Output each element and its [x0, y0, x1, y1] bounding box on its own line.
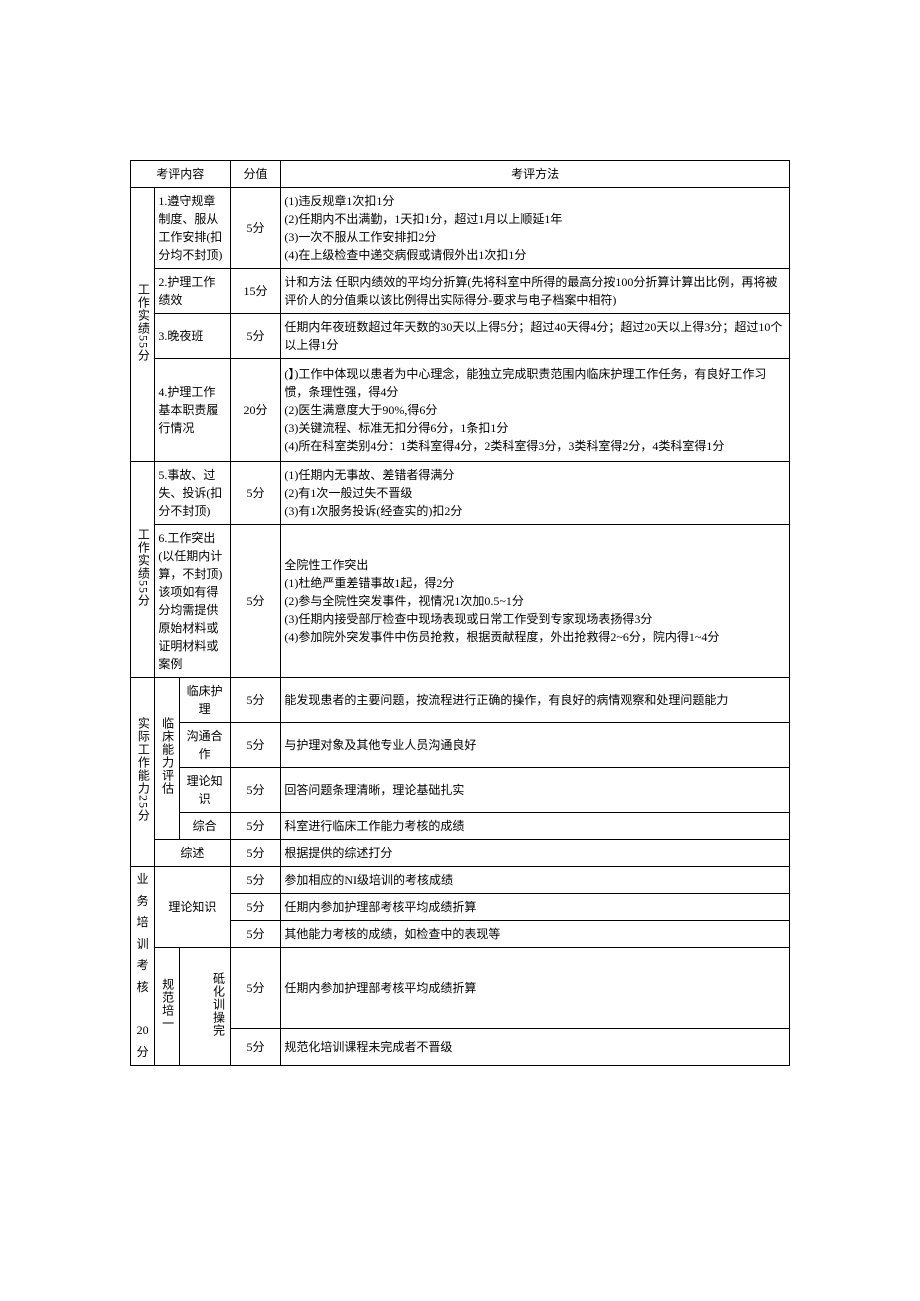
header-content: 考评内容	[131, 161, 231, 188]
row-subcontent: 沟通合作	[179, 723, 230, 768]
subcategory-standard-training-a: 规范培一	[155, 948, 179, 1066]
table-row: 6.工作突出(以任期内计算，不封顶)该项如有得分均需提供原始材料或证明材料或案例…	[131, 525, 790, 678]
category-work-55-a: 工作实绩55分	[131, 188, 155, 462]
row-score: 5分	[230, 768, 281, 813]
row-method: 任期内年夜班数超过年天数的30天以上得5分；超过40天得4分；超过20天以上得3…	[281, 314, 790, 359]
table-row: 工作实绩55分 5.事故、过失、投诉(扣分不封顶) 5分 (1)任期内无事故、差…	[131, 462, 790, 525]
row-score: 5分	[230, 723, 281, 768]
row-method: 与护理对象及其他专业人员沟通良好	[281, 723, 790, 768]
row-score: 15分	[230, 269, 281, 314]
subcategory-standard-training-b: 砥化训操完	[179, 948, 230, 1066]
row-content: 2.护理工作绩效	[155, 269, 230, 314]
row-method: 科室进行临床工作能力考核的成绩	[281, 813, 790, 840]
category-training-20: 业务培训考核 20分	[131, 867, 155, 1066]
category-work-55-b: 工作实绩55分	[131, 462, 155, 678]
row-score: 5分	[230, 840, 281, 867]
row-score: 20分	[230, 359, 281, 462]
row-score: 5分	[230, 188, 281, 269]
row-method: 根据提供的综述打分	[281, 840, 790, 867]
row-score: 5分	[230, 678, 281, 723]
table-row: 工作实绩55分 1.遵守规章制度、服从工作安排(扣分均不封顶) 5分 (1)违反…	[131, 188, 790, 269]
table-row: 实际工作能力25分 临床能力评估 临床护理 5分 能发现患者的主要问题，按流程进…	[131, 678, 790, 723]
row-method: 全院性工作突出 (1)杜绝严重差错事故1起，得2分 (2)参与全院性突发事件，视…	[281, 525, 790, 678]
row-method: 任期内参加护理部考核平均成绩折算	[281, 948, 790, 1029]
row-score: 5分	[230, 525, 281, 678]
row-subcontent: 综述	[155, 840, 230, 867]
row-subcontent: 临床护理	[179, 678, 230, 723]
row-content: 3.晚夜班	[155, 314, 230, 359]
row-method: 回答问题条理清晰，理论基础扎实	[281, 768, 790, 813]
row-content: 5.事故、过失、投诉(扣分不封顶)	[155, 462, 230, 525]
table-row: 5分 规范化培训课程未完成者不晋级	[131, 1028, 790, 1066]
evaluation-table: 考评内容 分值 考评方法 工作实绩55分 1.遵守规章制度、服从工作安排(扣分均…	[130, 160, 790, 1066]
table-row: 5分 其他能力考核的成绩，如检查中的表现等	[131, 921, 790, 948]
table-header-row: 考评内容 分值 考评方法	[131, 161, 790, 188]
row-method: 规范化培训课程未完成者不晋级	[281, 1028, 790, 1066]
header-score: 分值	[230, 161, 281, 188]
table-row: 2.护理工作绩效 15分 计和方法 任职内绩效的平均分折算(先将科室中所得的最高…	[131, 269, 790, 314]
row-subcontent: 理论知识	[179, 768, 230, 813]
table-row: 规范培一 砥化训操完 5分 任期内参加护理部考核平均成绩折算	[131, 948, 790, 1029]
row-method: 计和方法 任职内绩效的平均分折算(先将科室中所得的最高分按100分折算计算出比例…	[281, 269, 790, 314]
row-method: (1)任期内无事故、差错者得满分 (2)有1次一般过失不晋级 (3)有1次服务投…	[281, 462, 790, 525]
table-row: 3.晚夜班 5分 任期内年夜班数超过年天数的30天以上得5分；超过40天得4分；…	[131, 314, 790, 359]
row-score: 5分	[230, 462, 281, 525]
category-ability-25: 实际工作能力25分	[131, 678, 155, 867]
table-row: 沟通合作 5分 与护理对象及其他专业人员沟通良好	[131, 723, 790, 768]
row-score: 5分	[230, 948, 281, 1029]
row-method: (】)工作中体现以患者为中心理念，能独立完成职责范围内临床护理工作任务，有良好工…	[281, 359, 790, 462]
row-score: 5分	[230, 314, 281, 359]
row-method: 能发现患者的主要问题，按流程进行正确的操作，有良好的病情观察和处理问题能力	[281, 678, 790, 723]
subcategory-clinical-eval: 临床能力评估	[155, 678, 179, 840]
row-score: 5分	[230, 894, 281, 921]
row-subcontent: 综合	[179, 813, 230, 840]
table-row: 业务培训考核 20分 理论知识 5分 参加相应的NI级培训的考核成绩	[131, 867, 790, 894]
table-row: 理论知识 5分 回答问题条理清晰，理论基础扎实	[131, 768, 790, 813]
row-content: 4.护理工作基本职责履行情况	[155, 359, 230, 462]
header-method: 考评方法	[281, 161, 790, 188]
row-method: (1)违反规章1次扣1分 (2)任期内不出满勤，1天扣1分，超过1月以上顺延1年…	[281, 188, 790, 269]
subcategory-theory: 理论知识	[155, 867, 230, 948]
row-score: 5分	[230, 1028, 281, 1066]
row-score: 5分	[230, 867, 281, 894]
table-row: 综述 5分 根据提供的综述打分	[131, 840, 790, 867]
row-content: 6.工作突出(以任期内计算，不封顶)该项如有得分均需提供原始材料或证明材料或案例	[155, 525, 230, 678]
table-row: 综合 5分 科室进行临床工作能力考核的成绩	[131, 813, 790, 840]
table-row: 5分 任期内参加护理部考核平均成绩折算	[131, 894, 790, 921]
row-score: 5分	[230, 921, 281, 948]
table-row: 4.护理工作基本职责履行情况 20分 (】)工作中体现以患者为中心理念，能独立完…	[131, 359, 790, 462]
row-score: 5分	[230, 813, 281, 840]
row-method: 任期内参加护理部考核平均成绩折算	[281, 894, 790, 921]
row-content: 1.遵守规章制度、服从工作安排(扣分均不封顶)	[155, 188, 230, 269]
row-method: 参加相应的NI级培训的考核成绩	[281, 867, 790, 894]
row-method: 其他能力考核的成绩，如检查中的表现等	[281, 921, 790, 948]
